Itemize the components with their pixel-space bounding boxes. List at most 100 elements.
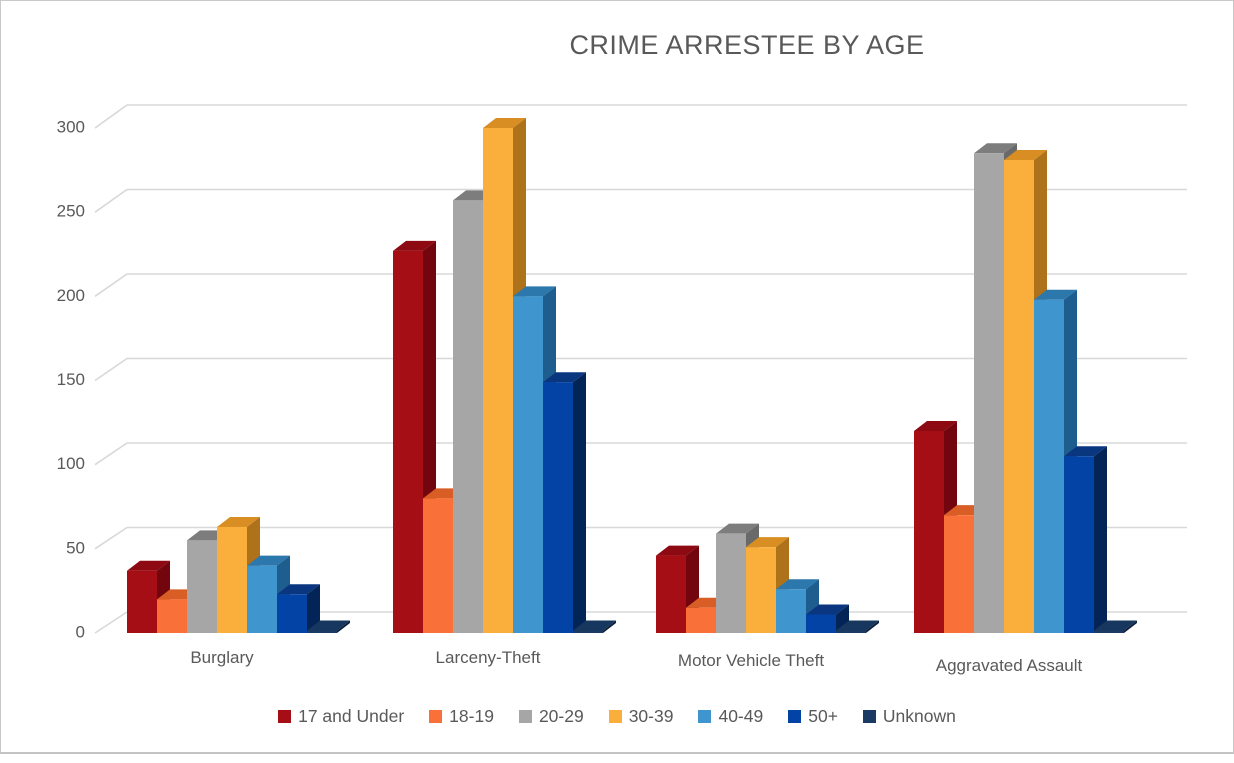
y-axis-tick-label: 150 — [57, 370, 85, 389]
x-category-label: Aggravated Assault — [936, 656, 1083, 675]
legend-swatch-icon — [698, 710, 712, 723]
bar-motor-vehicle-theft-20-29 — [716, 533, 746, 633]
y-axis-tick-label: 0 — [76, 622, 85, 641]
bar-burglary-unknown-side-face — [337, 620, 350, 633]
bar-aggravated-assault-unknown-side-face — [1124, 620, 1137, 633]
legend-swatch-icon — [862, 710, 876, 723]
bar-aggravated-assault-30-39 — [1004, 159, 1034, 633]
gridline-connector — [94, 442, 128, 466]
bar-aggravated-assault-17-and-under-top-face — [914, 421, 957, 432]
bar-motor-vehicle-theft-18-19 — [686, 607, 716, 633]
bar-burglary-unknown-top-face — [307, 620, 350, 631]
bar-larceny-theft-40-49-top-face — [513, 286, 556, 297]
bar-larceny-theft-17-and-under-top-face — [393, 240, 436, 251]
bar-burglary-30-39-top-face — [217, 516, 260, 527]
bar-motor-vehicle-theft-40-49-top-face — [776, 579, 819, 590]
legend-swatch-icon — [278, 710, 292, 723]
y-axis-tick-label: 300 — [57, 117, 85, 136]
legend-item-17-and-under: 17 and Under — [278, 706, 404, 727]
bar-aggravated-assault-17-and-under — [914, 431, 944, 633]
bar-burglary-unknown — [307, 630, 337, 633]
legend-label: 20-29 — [538, 706, 584, 726]
bar-motor-vehicle-theft-unknown — [836, 630, 866, 633]
bar-motor-vehicle-theft-40-49 — [776, 589, 806, 633]
bar-larceny-theft-50+ — [543, 382, 573, 633]
bar-aggravated-assault-50+ — [1064, 456, 1094, 633]
legend-item-50+: 50+ — [788, 706, 838, 727]
bar-burglary-50+-side-face — [307, 584, 320, 633]
chart-title: CRIME ARRESTEE BY AGE — [569, 30, 925, 60]
bar-larceny-theft-20-29 — [453, 200, 483, 633]
bar-aggravated-assault-unknown-top-face — [1094, 620, 1137, 631]
bar-burglary-17-and-under — [127, 570, 157, 633]
bar-larceny-theft-40-49 — [513, 296, 543, 633]
legend-label: 17 and Under — [298, 706, 405, 726]
x-category-label: Larceny-Theft — [436, 648, 541, 667]
legend-label: 18-19 — [449, 706, 494, 726]
bar-burglary-50+-top-face — [277, 584, 320, 595]
bar-larceny-theft-18-19 — [423, 498, 453, 633]
bar-burglary-17-and-under-top-face — [127, 560, 170, 571]
bar-motor-vehicle-theft-17-and-under-top-face — [656, 545, 699, 556]
bar-motor-vehicle-theft-unknown-side-face — [866, 620, 879, 633]
legend-label: 40-49 — [718, 706, 764, 726]
legend-item-20-29: 20-29 — [518, 706, 584, 727]
bar-burglary-40-49-top-face — [247, 555, 290, 566]
gridline-connector — [94, 357, 128, 382]
gridline-connector — [94, 104, 128, 129]
bar-motor-vehicle-theft-30-39 — [746, 547, 776, 633]
y-axis-tick-label: 200 — [57, 286, 85, 305]
bar-motor-vehicle-theft-unknown-top-face — [836, 620, 879, 631]
bar-aggravated-assault-unknown — [1094, 630, 1124, 633]
bar-aggravated-assault-20-29-top-face — [974, 143, 1017, 154]
bar-burglary-30-39 — [217, 526, 247, 633]
bar-burglary-40-49 — [247, 565, 277, 633]
bar-aggravated-assault-50+-side-face — [1094, 446, 1107, 633]
legend-item-unknown: Unknown — [862, 706, 956, 727]
bar-aggravated-assault-18-19 — [944, 515, 974, 633]
bar-larceny-theft-unknown — [573, 630, 603, 633]
legend-item-30-39: 30-39 — [608, 706, 674, 727]
bar-motor-vehicle-theft-50+-top-face — [806, 604, 849, 615]
gridline-connector — [94, 188, 128, 213]
bar-aggravated-assault-40-49-top-face — [1034, 289, 1077, 300]
bar-larceny-theft-50+-top-face — [543, 372, 586, 383]
legend-swatch-icon — [518, 710, 532, 723]
bar-aggravated-assault-40-49 — [1034, 299, 1064, 633]
bar-larceny-theft-50+-side-face — [573, 372, 586, 633]
bar-larceny-theft-30-39 — [483, 128, 513, 633]
chart-legend: 17 and Under 18-19 20-29 30-39 40-49 50+ Unkno… — [0, 706, 1234, 727]
gridline-connector — [94, 273, 128, 297]
bar-motor-vehicle-theft-17-and-under — [656, 555, 686, 633]
bar-larceny-theft-unknown-top-face — [573, 620, 616, 631]
bar-larceny-theft-17-and-under — [393, 250, 423, 633]
legend-item-40-49: 40-49 — [698, 706, 763, 727]
bar-aggravated-assault-20-29 — [974, 153, 1004, 633]
legend-item-18-19: 18-19 — [429, 706, 494, 727]
bar-motor-vehicle-theft-20-29-top-face — [716, 523, 759, 534]
x-category-label: Motor Vehicle Theft — [678, 651, 824, 670]
bar-larceny-theft-30-39-top-face — [483, 118, 526, 129]
bar-aggravated-assault-50+-top-face — [1064, 446, 1107, 457]
legend-label: 50+ — [808, 706, 838, 726]
y-axis-tick-label: 100 — [57, 454, 85, 473]
legend-swatch-icon — [429, 710, 443, 723]
bar-burglary-20-29 — [187, 540, 217, 633]
legend-swatch-icon — [788, 710, 802, 723]
bar-larceny-theft-unknown-side-face — [603, 620, 616, 633]
bar-motor-vehicle-theft-30-39-top-face — [746, 537, 789, 548]
y-axis-tick-label: 250 — [57, 202, 85, 221]
bar-burglary-18-19 — [157, 599, 187, 633]
x-category-label: Burglary — [190, 648, 254, 667]
bar-aggravated-assault-30-39-top-face — [1004, 149, 1047, 160]
legend-label: 30-39 — [628, 706, 674, 726]
bar-motor-vehicle-theft-50+ — [806, 614, 836, 633]
legend-label: Unknown — [882, 706, 956, 726]
legend-swatch-icon — [608, 710, 622, 723]
bar-motor-vehicle-theft-50+-side-face — [836, 604, 849, 633]
y-axis-tick-label: 50 — [66, 538, 85, 557]
gridline-connector — [94, 526, 128, 550]
bar-burglary-50+ — [277, 594, 307, 633]
